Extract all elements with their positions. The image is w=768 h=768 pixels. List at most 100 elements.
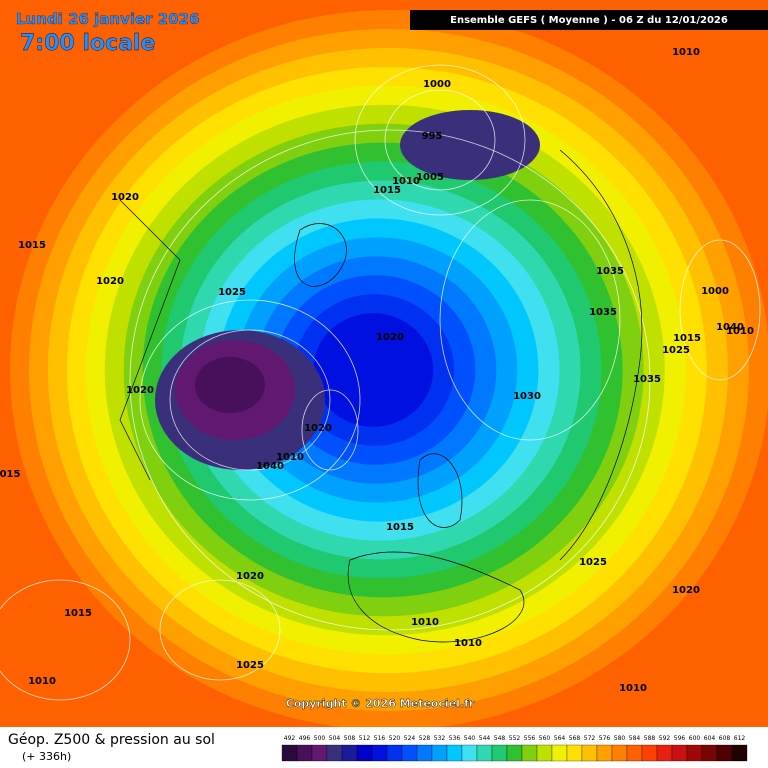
- legend-label: 596: [674, 735, 686, 742]
- isobar-label: 1025: [236, 660, 264, 671]
- color-legend: 492 496 500 504 508 512 516 520 524 528 532 536 540 5…: [281, 735, 748, 762]
- legend-label: 500: [314, 735, 326, 742]
- isobar-label: 1030: [513, 391, 541, 402]
- legend-label: 504: [329, 735, 341, 742]
- legend-swatch: [551, 744, 568, 762]
- legend-swatch: [416, 744, 433, 762]
- isobar-label: 1020: [236, 571, 264, 582]
- legend-swatch: [506, 744, 523, 762]
- legend-label: 536: [449, 735, 461, 742]
- legend-swatch: [686, 744, 703, 762]
- isobar-label: 1010: [411, 617, 439, 628]
- legend-label: 580: [614, 735, 626, 742]
- legend-swatch: [731, 744, 748, 762]
- legend-label: 520: [389, 735, 401, 742]
- legend-swatch: [476, 744, 493, 762]
- legend-swatch: [491, 744, 508, 762]
- legend-swatch: [566, 744, 583, 762]
- isobar-label: 995: [422, 131, 443, 142]
- isobar-label: 1015: [18, 240, 46, 251]
- legend-swatch: [701, 744, 718, 762]
- legend-swatch: [401, 744, 418, 762]
- isobar-label: 1005: [416, 172, 444, 183]
- copyright: Copyright © 2026 Meteociel.fr: [286, 697, 475, 710]
- run-banner: [410, 10, 768, 30]
- legend-label: 512: [359, 735, 371, 742]
- isobar-label: 1010: [454, 638, 482, 649]
- legend-swatch: [656, 744, 673, 762]
- isobar-label: 1020: [126, 385, 154, 396]
- legend-swatch: [296, 744, 313, 762]
- legend-swatch: [581, 744, 598, 762]
- legend-swatch: [626, 744, 643, 762]
- legend-label: 592: [659, 735, 671, 742]
- legend-label: 564: [554, 735, 566, 742]
- field-band: [400, 110, 540, 180]
- isobar-label: 1000: [701, 286, 729, 297]
- isobar-label: 015: [0, 469, 20, 480]
- legend-swatch: [431, 744, 448, 762]
- legend-swatch: [341, 744, 358, 762]
- legend-label: 600: [689, 735, 701, 742]
- isobar-label: 1025: [579, 557, 607, 568]
- legend-swatch: [641, 744, 658, 762]
- legend-label: 612: [734, 735, 746, 742]
- isobar-label: 1020: [672, 585, 700, 596]
- isobar-label: 1020: [96, 276, 124, 287]
- isobar-label: 1035: [633, 374, 661, 385]
- run-info: Ensemble GEFS ( Moyenne ) - 06 Z du 12/0…: [450, 15, 728, 26]
- isobar-label: 1010: [392, 176, 420, 187]
- legend-label: 588: [644, 735, 656, 742]
- isobar-label: 1025: [662, 345, 690, 356]
- isobar-label: 1020: [111, 192, 139, 203]
- legend-swatch: [326, 744, 343, 762]
- legend-label: 524: [404, 735, 416, 742]
- isobar-label: 1020: [376, 332, 404, 343]
- time: 7:00 locale: [20, 31, 155, 56]
- isobar-label: 1025: [218, 287, 246, 298]
- isobar-label: 1000: [423, 79, 451, 90]
- legend-swatch: [521, 744, 538, 762]
- legend-swatch: [671, 744, 688, 762]
- legend-label: 552: [509, 735, 521, 742]
- legend-swatch: [716, 744, 733, 762]
- legend-label: 608: [719, 735, 731, 742]
- legend-swatch: [281, 744, 298, 762]
- isobar-label: 1015: [386, 522, 414, 533]
- isobars: [0, 64, 761, 701]
- legend-swatch: [386, 744, 403, 762]
- isobar-label: 1015: [373, 185, 401, 196]
- legend-label: 584: [629, 735, 641, 742]
- legend-label: 560: [539, 735, 551, 742]
- geopotential-field: [0, 0, 768, 730]
- legend-swatch: [311, 744, 328, 762]
- legend-label: 508: [344, 735, 356, 742]
- legend-swatch: [371, 744, 388, 762]
- legend-label: 540: [464, 735, 476, 742]
- legend-label: 492: [284, 735, 296, 742]
- isobar-label: 1020: [304, 423, 332, 434]
- date: Lundi 26 janvier 2026: [16, 10, 200, 28]
- legend-swatch: [536, 744, 553, 762]
- legend-label: 604: [704, 735, 716, 742]
- legend-label: 568: [569, 735, 581, 742]
- legend-label: 516: [374, 735, 386, 742]
- legend-label: 548: [494, 735, 506, 742]
- footer-title: Géop. Z500 & pression au sol: [8, 732, 215, 748]
- isobar-label: 1015: [64, 608, 92, 619]
- legend-label: 528: [419, 735, 431, 742]
- legend-swatch: [446, 744, 463, 762]
- isobar-label: 1015: [673, 333, 701, 344]
- legend-swatch: [461, 744, 478, 762]
- isobar-label: 1010: [276, 452, 304, 463]
- isobar-label: 1010: [28, 676, 56, 687]
- legend-label: 572: [584, 735, 596, 742]
- legend-swatch: [596, 744, 613, 762]
- isobar-label: 1035: [596, 266, 624, 277]
- legend-swatch: [611, 744, 628, 762]
- legend-label: 532: [434, 735, 446, 742]
- legend-swatch: [356, 744, 373, 762]
- isobar-label: 1010: [726, 326, 754, 337]
- isobar-label: 1035: [589, 307, 617, 318]
